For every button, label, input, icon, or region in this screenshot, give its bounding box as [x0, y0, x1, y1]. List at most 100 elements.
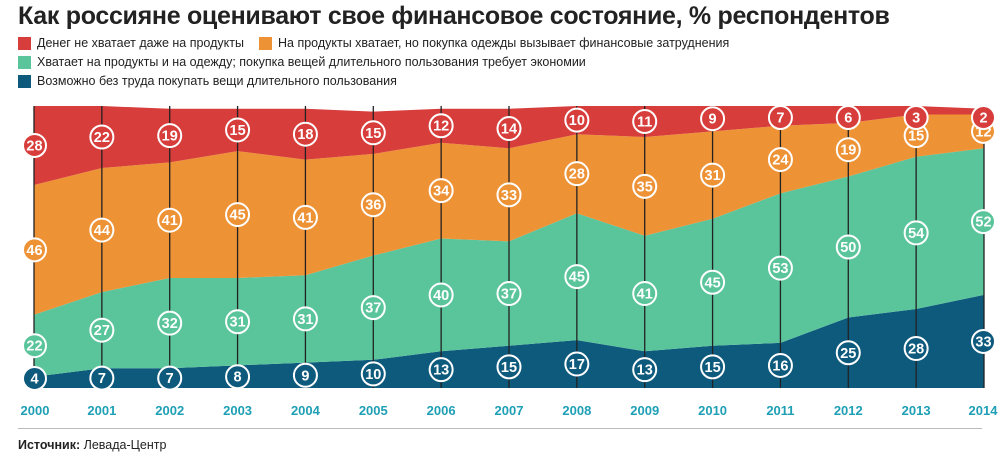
value-circle: [767, 147, 793, 173]
x-tick-label: 2014: [969, 403, 999, 418]
value-circle: [903, 105, 929, 130]
value-circle: [767, 105, 793, 130]
legend-label: Хватает на продукты и на одежду; покупка…: [37, 55, 586, 69]
value-label: 9: [301, 368, 309, 384]
value-label: 33: [501, 188, 517, 204]
value-label: 7: [98, 371, 106, 387]
value-label: 33: [975, 334, 991, 350]
value-circle: [360, 295, 386, 321]
value-circle: [564, 351, 590, 377]
value-label: 9: [709, 112, 717, 128]
value-circle: [835, 105, 861, 130]
value-label: 22: [94, 130, 110, 146]
value-label: 22: [26, 339, 42, 355]
value-circle: [428, 282, 454, 308]
value-label: 31: [230, 315, 246, 331]
value-circle: [632, 173, 658, 199]
value-label: 40: [433, 288, 449, 304]
area-durable-goods: [34, 294, 984, 388]
value-label: 41: [637, 287, 653, 303]
value-circle: [157, 365, 183, 391]
value-circle: [564, 161, 590, 187]
value-circle: [971, 209, 996, 235]
value-circle: [225, 202, 251, 228]
x-tick-label: 2013: [902, 403, 931, 418]
value-label: 7: [776, 111, 784, 127]
value-label: 36: [365, 198, 381, 214]
value-label: 4: [30, 372, 38, 388]
value-circle: [496, 116, 522, 142]
value-label: 37: [365, 301, 381, 317]
value-circle: [22, 333, 47, 359]
x-tick-label: 2012: [834, 403, 863, 418]
value-circle: [835, 340, 861, 366]
value-label: 7: [166, 371, 174, 387]
value-label: 19: [162, 129, 178, 145]
value-circle: [564, 107, 590, 133]
value-circle: [971, 105, 996, 130]
value-label: 12: [433, 119, 449, 135]
value-circle: [700, 106, 726, 132]
legend-item-no-food: Денег не хватает даже на продукты: [18, 36, 244, 50]
legend-swatch-red: [18, 36, 31, 50]
value-circle: [225, 309, 251, 335]
x-tick-label: 2001: [87, 403, 116, 418]
x-tick-label: 2008: [562, 403, 591, 418]
legend-item-food-only: На продукты хватает, но покупка одежды в…: [259, 36, 729, 50]
value-label: 54: [908, 226, 924, 242]
value-label: 10: [365, 367, 381, 383]
value-circle: [767, 352, 793, 378]
x-tick-label: 2004: [291, 403, 321, 418]
value-circle: [292, 204, 318, 230]
x-tick-label: 2010: [698, 403, 727, 418]
value-label: 34: [433, 184, 449, 200]
value-label: 35: [637, 179, 653, 195]
x-tick-label: 2007: [495, 403, 524, 418]
source-label: Источник:: [18, 438, 81, 452]
value-circle: [428, 357, 454, 383]
value-label: 31: [297, 312, 313, 328]
value-label: 32: [162, 316, 178, 332]
value-label: 31: [705, 168, 721, 184]
value-circle: [225, 117, 251, 143]
value-circle: [22, 132, 47, 158]
x-tick-label: 2006: [427, 403, 456, 418]
value-circle: [292, 362, 318, 388]
value-label: 50: [840, 240, 856, 256]
value-circle: [89, 365, 115, 391]
value-label: 10: [569, 113, 585, 129]
value-label: 19: [840, 143, 856, 159]
value-circle: [360, 192, 386, 218]
value-label: 46: [26, 243, 42, 259]
value-label: 53: [772, 261, 788, 277]
value-circle: [767, 255, 793, 281]
value-circle: [903, 336, 929, 362]
value-circle: [360, 361, 386, 387]
value-circle: [89, 124, 115, 150]
value-label: 14: [501, 122, 517, 138]
value-label: 27: [94, 323, 110, 339]
value-label: 18: [297, 127, 313, 143]
value-label: 13: [433, 363, 449, 379]
value-circle: [835, 137, 861, 163]
value-circle: [22, 237, 47, 263]
value-label: 41: [162, 213, 178, 229]
legend-swatch-green: [18, 55, 31, 69]
value-label: 44: [94, 223, 110, 239]
value-circle: [89, 317, 115, 343]
value-label: 3: [912, 111, 920, 127]
value-label: 17: [569, 357, 585, 373]
x-tick-label: 2005: [359, 403, 388, 418]
value-circle: [22, 366, 47, 391]
value-label: 24: [772, 153, 788, 169]
value-label: 15: [501, 360, 517, 376]
value-label: 41: [297, 210, 313, 226]
value-circle: [360, 120, 386, 146]
value-label: 37: [501, 287, 517, 303]
value-label: 13: [637, 363, 653, 379]
value-label: 45: [705, 275, 721, 291]
value-circle: [157, 123, 183, 149]
value-circle: [632, 109, 658, 135]
value-circle: [700, 162, 726, 188]
value-circle: [632, 357, 658, 383]
